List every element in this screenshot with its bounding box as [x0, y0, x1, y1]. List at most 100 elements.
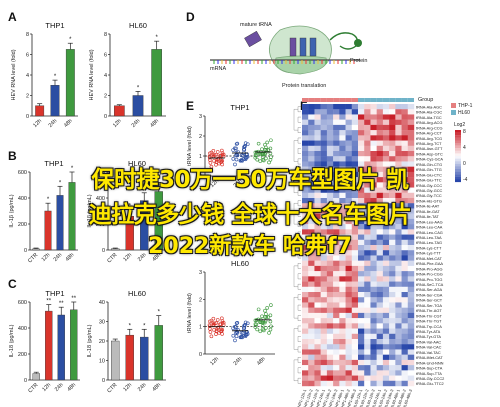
heatmap-cell	[376, 260, 384, 267]
heatmap-cell	[314, 208, 321, 214]
heatmap-cell	[389, 182, 396, 188]
heatmap-cell	[370, 104, 377, 110]
heatmap-cell	[351, 250, 359, 256]
heatmap-cell	[314, 130, 321, 136]
heatmap-cell	[370, 187, 377, 193]
heatmap-cell	[358, 265, 365, 272]
heatmap-cell	[351, 239, 359, 246]
heatmap-cell	[333, 171, 340, 178]
y-tick-label: 200	[96, 222, 105, 228]
heatmap-cell	[376, 151, 384, 157]
row-label: tRNA-Gln-TTG	[416, 167, 442, 172]
heatmap-cell	[302, 260, 309, 267]
data-point	[269, 324, 273, 329]
data-point	[267, 160, 271, 165]
heatmap-cell	[351, 135, 359, 141]
heatmap-cell	[401, 239, 408, 246]
heatmap-cell	[389, 323, 396, 329]
data-point	[239, 335, 243, 339]
heatmap-cell	[339, 109, 346, 115]
row-label: tRNA-Ser-CGA	[416, 292, 443, 297]
row-label: tRNA-Cys-GCA	[416, 157, 443, 162]
data-point	[208, 326, 212, 331]
dendrogram-branch	[297, 304, 301, 311]
heatmap-cell	[358, 286, 365, 293]
heatmap-cell	[339, 302, 346, 308]
row-label: tRNA-Arg-CCT	[416, 131, 443, 136]
heatmap-cell	[314, 375, 321, 381]
heatmap-cell	[351, 182, 359, 188]
scale-tick-label: 4	[463, 145, 466, 151]
heatmap-cell	[339, 234, 346, 240]
heatmap-cell	[314, 182, 321, 188]
x-tick-label: 48h	[66, 382, 77, 393]
heatmap-cell	[364, 213, 371, 220]
heatmap-cell	[333, 370, 340, 376]
heatmap-cell	[326, 203, 334, 209]
legend-title: Group	[418, 97, 433, 103]
row-label: tRNA-Pro-TGG	[416, 277, 442, 282]
heatmap-cell	[370, 114, 377, 120]
heatmap-cell	[364, 260, 371, 267]
y-tick-label: 6	[104, 53, 107, 59]
y-tick-label: 1	[199, 325, 202, 331]
data-point	[236, 328, 240, 332]
incoming-trna	[244, 30, 262, 48]
heatmap-cell	[395, 323, 402, 329]
data-point	[235, 141, 240, 146]
heatmap-cell	[339, 281, 346, 287]
heatmap-cell	[314, 224, 321, 230]
heatmap-cell	[326, 307, 334, 314]
heatmap-cell	[407, 208, 415, 214]
heatmap-cell	[345, 171, 352, 178]
heatmap-cell	[308, 109, 315, 115]
heatmap-cell	[382, 339, 390, 345]
heatmap-cell	[326, 124, 334, 131]
heatmap-cell	[351, 130, 359, 136]
scale-bar-segment	[455, 145, 461, 149]
heatmap-cell	[389, 119, 396, 126]
heatmap-cell	[382, 198, 390, 204]
heatmap-cell	[401, 151, 408, 157]
heatmap-cell	[364, 349, 371, 355]
heatmap-cell	[326, 276, 334, 282]
row-label: tRNA-Leu-CAA	[416, 225, 443, 230]
heatmap-cell	[351, 104, 359, 110]
heatmap-cell	[370, 140, 377, 146]
heatmap-cell	[395, 375, 402, 381]
heatmap-cell	[376, 318, 384, 324]
group-bar-cell	[376, 98, 383, 102]
dendrogram-branch	[297, 357, 301, 363]
heatmap-cell	[382, 245, 390, 251]
heatmap-cell	[351, 265, 359, 272]
heatmap-cell	[333, 213, 340, 220]
heatmap-cell	[395, 104, 402, 110]
row-label: tRNA-Gln-CTG	[416, 162, 442, 167]
heatmap-cell	[382, 182, 390, 188]
heatmap-cell	[389, 354, 396, 361]
heatmap-cell	[407, 135, 415, 141]
heatmap-cell	[333, 151, 340, 157]
heatmap-cell	[333, 161, 340, 167]
heatmap-cell	[345, 328, 352, 334]
heatmap-cell	[333, 276, 340, 282]
heatmap-cell	[358, 365, 365, 371]
heatmap-cell	[395, 140, 402, 146]
heatmap-cell	[326, 370, 334, 376]
heatmap-cell	[382, 349, 390, 355]
y-tick-label: 6	[26, 53, 29, 59]
scale-bar-segment	[455, 176, 461, 180]
heatmap-cell	[314, 192, 321, 199]
heatmap-cell	[320, 161, 328, 167]
heatmap-cell	[326, 234, 334, 240]
y-tick-label: 8	[26, 32, 29, 38]
heatmap-cell	[395, 229, 402, 235]
heatmap-cell	[314, 349, 321, 355]
heatmap-cell	[358, 292, 365, 298]
y-tick-label: 8	[104, 32, 107, 38]
dendrogram-branch	[293, 328, 298, 350]
heatmap-cell	[320, 208, 328, 214]
heatmap-cell	[407, 354, 415, 361]
heatmap-cell	[364, 354, 371, 361]
heatmap-cell	[339, 135, 346, 141]
